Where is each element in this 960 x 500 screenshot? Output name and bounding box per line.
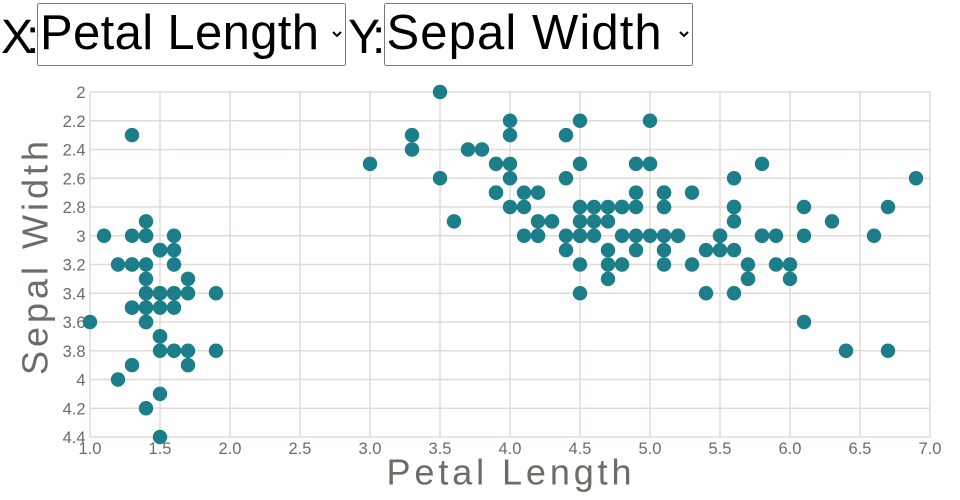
svg-text:6.5: 6.5 <box>849 440 872 458</box>
svg-text:5.0: 5.0 <box>639 440 662 458</box>
svg-text:2.4: 2.4 <box>63 142 86 160</box>
svg-text:2.5: 2.5 <box>289 440 312 458</box>
svg-text:3.5: 3.5 <box>429 440 452 458</box>
svg-text:2.2: 2.2 <box>63 113 86 131</box>
svg-text:3.2: 3.2 <box>63 257 86 275</box>
svg-text:3: 3 <box>76 228 85 246</box>
svg-text:2.8: 2.8 <box>63 199 86 217</box>
svg-text:3.0: 3.0 <box>359 440 382 458</box>
svg-text:1.5: 1.5 <box>149 440 172 458</box>
svg-text:2: 2 <box>76 84 85 102</box>
svg-text:4.0: 4.0 <box>499 440 522 458</box>
svg-text:6.0: 6.0 <box>779 440 802 458</box>
svg-text:1.0: 1.0 <box>79 440 102 458</box>
svg-text:4: 4 <box>76 372 85 390</box>
svg-text:2.0: 2.0 <box>219 440 242 458</box>
svg-text:3.4: 3.4 <box>63 285 86 303</box>
svg-text:4.4: 4.4 <box>63 429 86 447</box>
svg-text:Petal Length: Petal Length <box>387 452 636 493</box>
svg-text:4.5: 4.5 <box>569 440 592 458</box>
svg-text:7.0: 7.0 <box>919 440 942 458</box>
svg-text:3.8: 3.8 <box>63 343 86 361</box>
svg-text:2.6: 2.6 <box>63 170 86 188</box>
svg-text:3.6: 3.6 <box>63 314 86 332</box>
svg-text:4.2: 4.2 <box>63 400 86 418</box>
svg-text:5.5: 5.5 <box>709 440 732 458</box>
svg-text:Sepal Width: Sepal Width <box>15 137 56 375</box>
